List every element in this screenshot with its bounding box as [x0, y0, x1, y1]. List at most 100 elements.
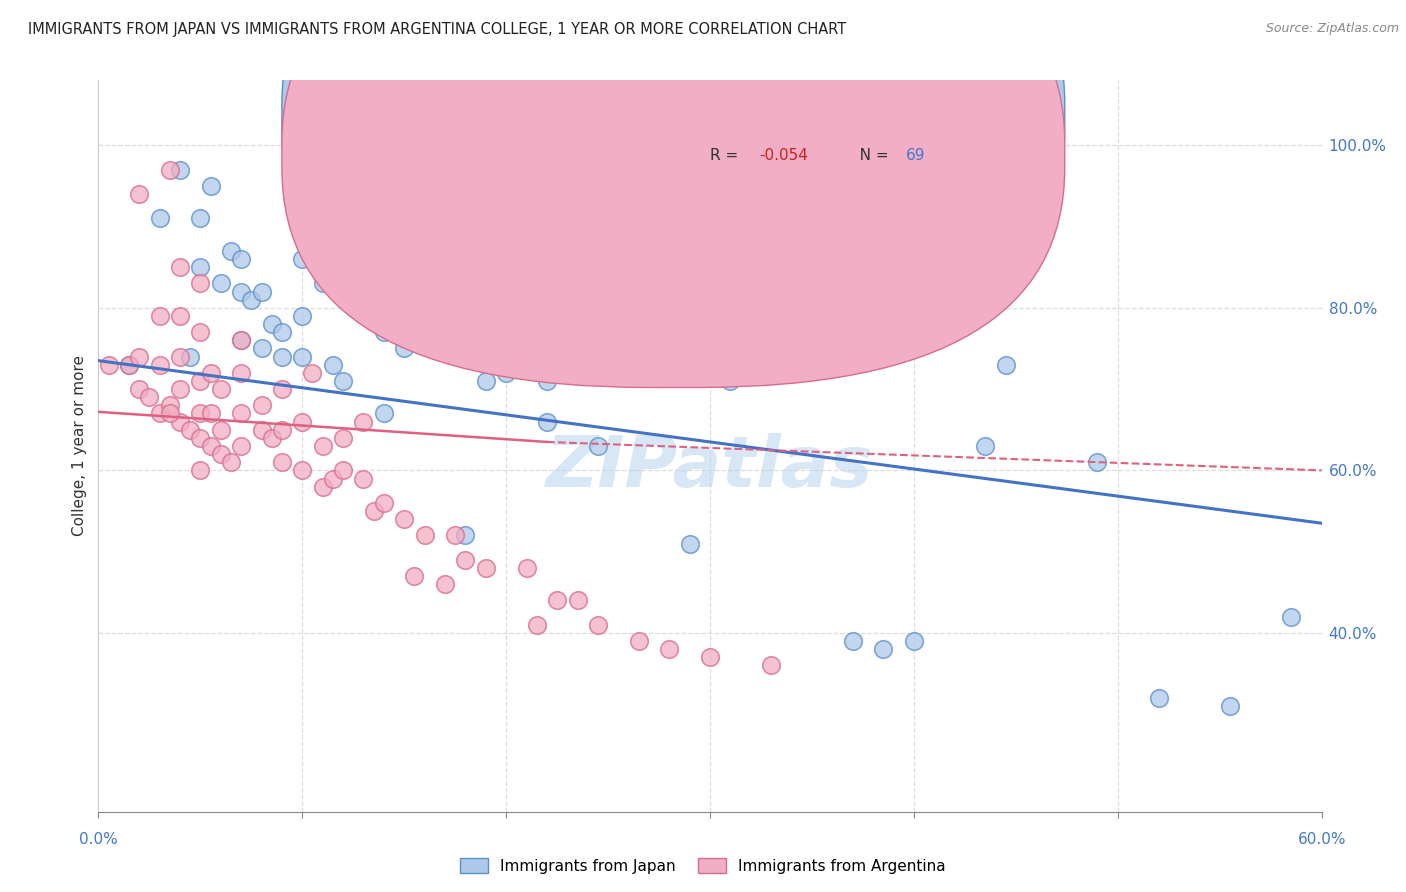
Point	[231, 334, 253, 348]
Point	[720, 374, 742, 388]
Point	[270, 423, 294, 437]
Point	[270, 382, 294, 396]
Point	[219, 244, 242, 258]
Point	[188, 463, 212, 477]
Point	[444, 528, 467, 542]
Point	[363, 235, 385, 250]
Text: -0.203: -0.203	[759, 110, 808, 124]
Point	[332, 463, 354, 477]
Point	[974, 439, 997, 453]
Point	[994, 358, 1017, 372]
Point	[291, 463, 314, 477]
Point	[159, 398, 181, 412]
Text: Source: ZipAtlas.com: Source: ZipAtlas.com	[1265, 22, 1399, 36]
Point	[209, 423, 232, 437]
Text: N =: N =	[845, 148, 893, 163]
Point	[260, 431, 283, 445]
Text: R =: R =	[710, 148, 744, 163]
Point	[219, 455, 242, 469]
Point	[536, 374, 558, 388]
Point	[322, 358, 344, 372]
Point	[332, 431, 354, 445]
Point	[567, 593, 589, 607]
Point	[250, 423, 273, 437]
Point	[260, 317, 283, 331]
Point	[200, 178, 222, 193]
Point	[413, 528, 436, 542]
Point	[434, 325, 457, 339]
Point	[179, 423, 201, 437]
Point	[679, 536, 702, 550]
Point	[627, 634, 650, 648]
Point	[872, 642, 894, 657]
Point	[240, 293, 263, 307]
Point	[322, 471, 344, 485]
Point	[128, 187, 150, 202]
Text: R =: R =	[710, 110, 744, 124]
Point	[149, 211, 172, 226]
Text: 69: 69	[905, 148, 925, 163]
Point	[128, 382, 150, 396]
Point	[200, 366, 222, 380]
Point	[291, 415, 314, 429]
Point	[231, 439, 253, 453]
Point	[1085, 455, 1108, 469]
Point	[159, 162, 181, 177]
Point	[250, 398, 273, 412]
Point	[495, 366, 517, 380]
Point	[454, 528, 477, 542]
Point	[188, 374, 212, 388]
Text: -0.054: -0.054	[759, 148, 808, 163]
Text: 60.0%: 60.0%	[1298, 832, 1346, 847]
Point	[301, 366, 323, 380]
Point	[658, 642, 681, 657]
Point	[761, 658, 783, 673]
Point	[188, 325, 212, 339]
Point	[250, 285, 273, 299]
Point	[169, 415, 191, 429]
Point	[270, 455, 294, 469]
Point	[231, 407, 253, 421]
Point	[312, 277, 335, 291]
Point	[179, 350, 201, 364]
Point	[516, 561, 538, 575]
Point	[169, 260, 191, 275]
Point	[149, 407, 172, 421]
Point	[903, 634, 925, 648]
Point	[159, 407, 181, 421]
Point	[404, 569, 426, 583]
Point	[526, 617, 548, 632]
Point	[586, 617, 609, 632]
Point	[209, 447, 232, 461]
Point	[97, 358, 120, 372]
Point	[188, 260, 212, 275]
Point	[231, 285, 253, 299]
Point	[118, 358, 141, 372]
Point	[188, 211, 212, 226]
Point	[699, 650, 721, 665]
Text: N =: N =	[845, 110, 893, 124]
Text: IMMIGRANTS FROM JAPAN VS IMMIGRANTS FROM ARGENTINA COLLEGE, 1 YEAR OR MORE CORRE: IMMIGRANTS FROM JAPAN VS IMMIGRANTS FROM…	[28, 22, 846, 37]
Point	[188, 407, 212, 421]
Point	[188, 277, 212, 291]
Point	[149, 358, 172, 372]
Point	[250, 342, 273, 356]
Text: ZIPatlas: ZIPatlas	[547, 434, 873, 502]
Point	[841, 634, 863, 648]
Point	[312, 439, 335, 453]
Point	[138, 390, 160, 404]
Point	[209, 382, 232, 396]
Point	[474, 374, 498, 388]
Point	[352, 471, 374, 485]
Point	[352, 415, 374, 429]
Point	[352, 211, 374, 226]
Point	[363, 504, 385, 518]
Point	[118, 358, 141, 372]
Point	[169, 382, 191, 396]
Point	[373, 496, 395, 510]
Point	[291, 252, 314, 266]
Point	[149, 309, 172, 323]
Point	[536, 415, 558, 429]
Text: 49: 49	[905, 110, 925, 124]
Point	[270, 325, 294, 339]
